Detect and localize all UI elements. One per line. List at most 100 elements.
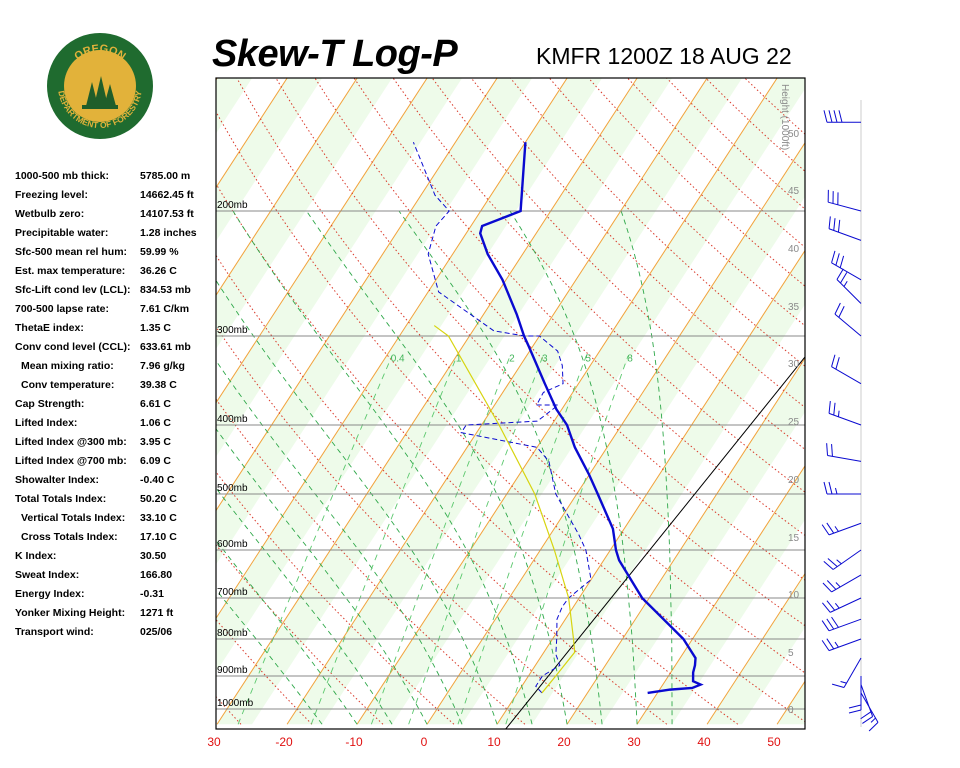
wind-barb-flag (860, 711, 872, 720)
index-value: -0.31 (140, 588, 164, 600)
plot-frame (215, 77, 806, 730)
index-row: Cross Totals Index: 17.10 C (15, 529, 215, 548)
wind-barb-half-flag (835, 582, 841, 588)
svg-text:OREGON: OREGON (72, 43, 127, 63)
wind-barb-flag (827, 558, 838, 568)
wind-barb (821, 638, 862, 652)
isotherm-band (216, 78, 253, 134)
mixing-ratio-lines: 0.4 1 2 3 5 8 (237, 354, 633, 725)
wind-barb-half-flag (836, 559, 842, 565)
index-label: Energy Index: (15, 588, 85, 600)
wind-barb-half-flag (834, 526, 839, 532)
height-tick-label: 25 (788, 417, 800, 428)
pressure-label: 700mb (217, 587, 248, 598)
index-label: Est. max temperature: (15, 265, 126, 277)
isotherm-line (216, 78, 638, 725)
index-label: Wetbulb zero: (15, 208, 85, 220)
index-label: Sfc-Lift cond lev (LCL): (15, 284, 131, 296)
index-value: 50.20 C (140, 493, 177, 505)
height-tick-label: 5 (788, 648, 794, 659)
wind-barb-flag (837, 219, 841, 233)
height-tick-label: 20 (788, 475, 800, 486)
index-label: Conv temperature: (21, 379, 115, 391)
wind-barb-flag (823, 481, 828, 495)
wind-barb-shaft (827, 455, 862, 462)
wind-barb-flag (823, 561, 834, 570)
height-tick-label: 10 (788, 590, 800, 601)
index-value: 1271 ft (140, 607, 174, 619)
index-label: Lifted Index @300 mb: (15, 436, 127, 448)
index-row: K Index: 30.50 (15, 548, 215, 567)
index-label: Total Totals Index: (15, 493, 107, 505)
wind-barb-flag (828, 401, 831, 414)
mixing-ratio-label: 5 (585, 354, 591, 365)
mixing-ratio-line (310, 355, 458, 725)
wind-barb-flag (826, 580, 837, 590)
index-value: 834.53 mb (140, 284, 191, 296)
dry-adiabat (275, 78, 805, 627)
dry-adiabat (216, 326, 597, 725)
wind-barb-flag (828, 216, 831, 229)
wind-barb-shaft (828, 618, 862, 632)
dry-adiabat (392, 78, 805, 493)
mixing-ratio-label: 1 (456, 354, 462, 365)
mixing-ratio-label: 2 (509, 354, 515, 365)
wind-barb-flag (826, 600, 836, 611)
index-label: Lifted Index: (15, 417, 78, 429)
index-label: Freezing level: (15, 189, 88, 201)
index-value: 17.10 C (140, 531, 177, 543)
index-value: 1.35 C (140, 322, 171, 334)
x-tick-label: -20 (275, 735, 293, 749)
height-tick-label: 0 (788, 705, 794, 716)
index-value: 633.61 mb (140, 341, 191, 353)
wind-barb (828, 401, 862, 426)
wind-barb-flag (848, 709, 862, 714)
x-tick-label: 30 (207, 735, 221, 749)
wind-barb-shaft (828, 522, 862, 536)
wind-barb (826, 443, 862, 462)
wind-barb (821, 616, 862, 632)
wind-barb (822, 574, 862, 593)
isotherm-line (0, 0, 200, 724)
isotherm-band (0, 0, 165, 724)
station-time-label: KMFR 1200Z 18 AUG 22 (536, 43, 792, 69)
index-row: Conv cond level (CCL): 633.61 mb (15, 339, 215, 358)
temperature-line (478, 142, 704, 695)
height-tick-label: 15 (788, 533, 800, 544)
dry-adiabat (216, 182, 739, 725)
isotherm-line (286, 78, 708, 725)
moist-adiabat (509, 210, 638, 725)
index-label: 700-500 lapse rate: (15, 303, 109, 315)
wind-barb (834, 302, 862, 337)
wind-barb-flag (833, 110, 838, 123)
oregon-forestry-logo: OREGON DEPARTMENT OF FORESTRY (47, 33, 153, 139)
wind-barb-flag (828, 481, 833, 495)
pressure-label: 200mb (217, 200, 248, 211)
isotherm-band (357, 78, 805, 725)
index-row: Yonker Mixing Height: 1271 ft (15, 605, 215, 624)
wind-barb-shaft (828, 201, 862, 212)
index-label: 1000-500 mb thick: (15, 170, 109, 182)
wind-barb-flag (828, 110, 833, 123)
index-value: -0.40 C (140, 474, 175, 486)
index-row: Conv temperature: 39.38 C (15, 377, 215, 396)
index-label: Mean mixing ratio: (21, 360, 114, 372)
index-value: 5785.00 m (140, 170, 191, 182)
wind-barb (831, 250, 862, 281)
index-row: Lifted Index: 1.06 C (15, 415, 215, 434)
wind-barb-shaft (834, 313, 862, 337)
wind-barb-flag (821, 524, 830, 536)
isotherm-line (496, 249, 805, 725)
index-row: Transport wind: 025/06 (15, 624, 215, 643)
wind-barb-flag (826, 638, 835, 650)
index-label: Sfc-500 mean rel hum: (15, 246, 128, 258)
index-row: Lifted Index @700 mb: 6.09 C (15, 453, 215, 472)
wind-barb (821, 522, 862, 536)
moist-adiabat (232, 210, 533, 725)
wind-barb (823, 549, 862, 570)
plot-background (0, 0, 805, 725)
parcel-line (433, 325, 576, 694)
x-tick-label: 0 (421, 735, 428, 749)
wind-barb-flag (831, 616, 839, 628)
